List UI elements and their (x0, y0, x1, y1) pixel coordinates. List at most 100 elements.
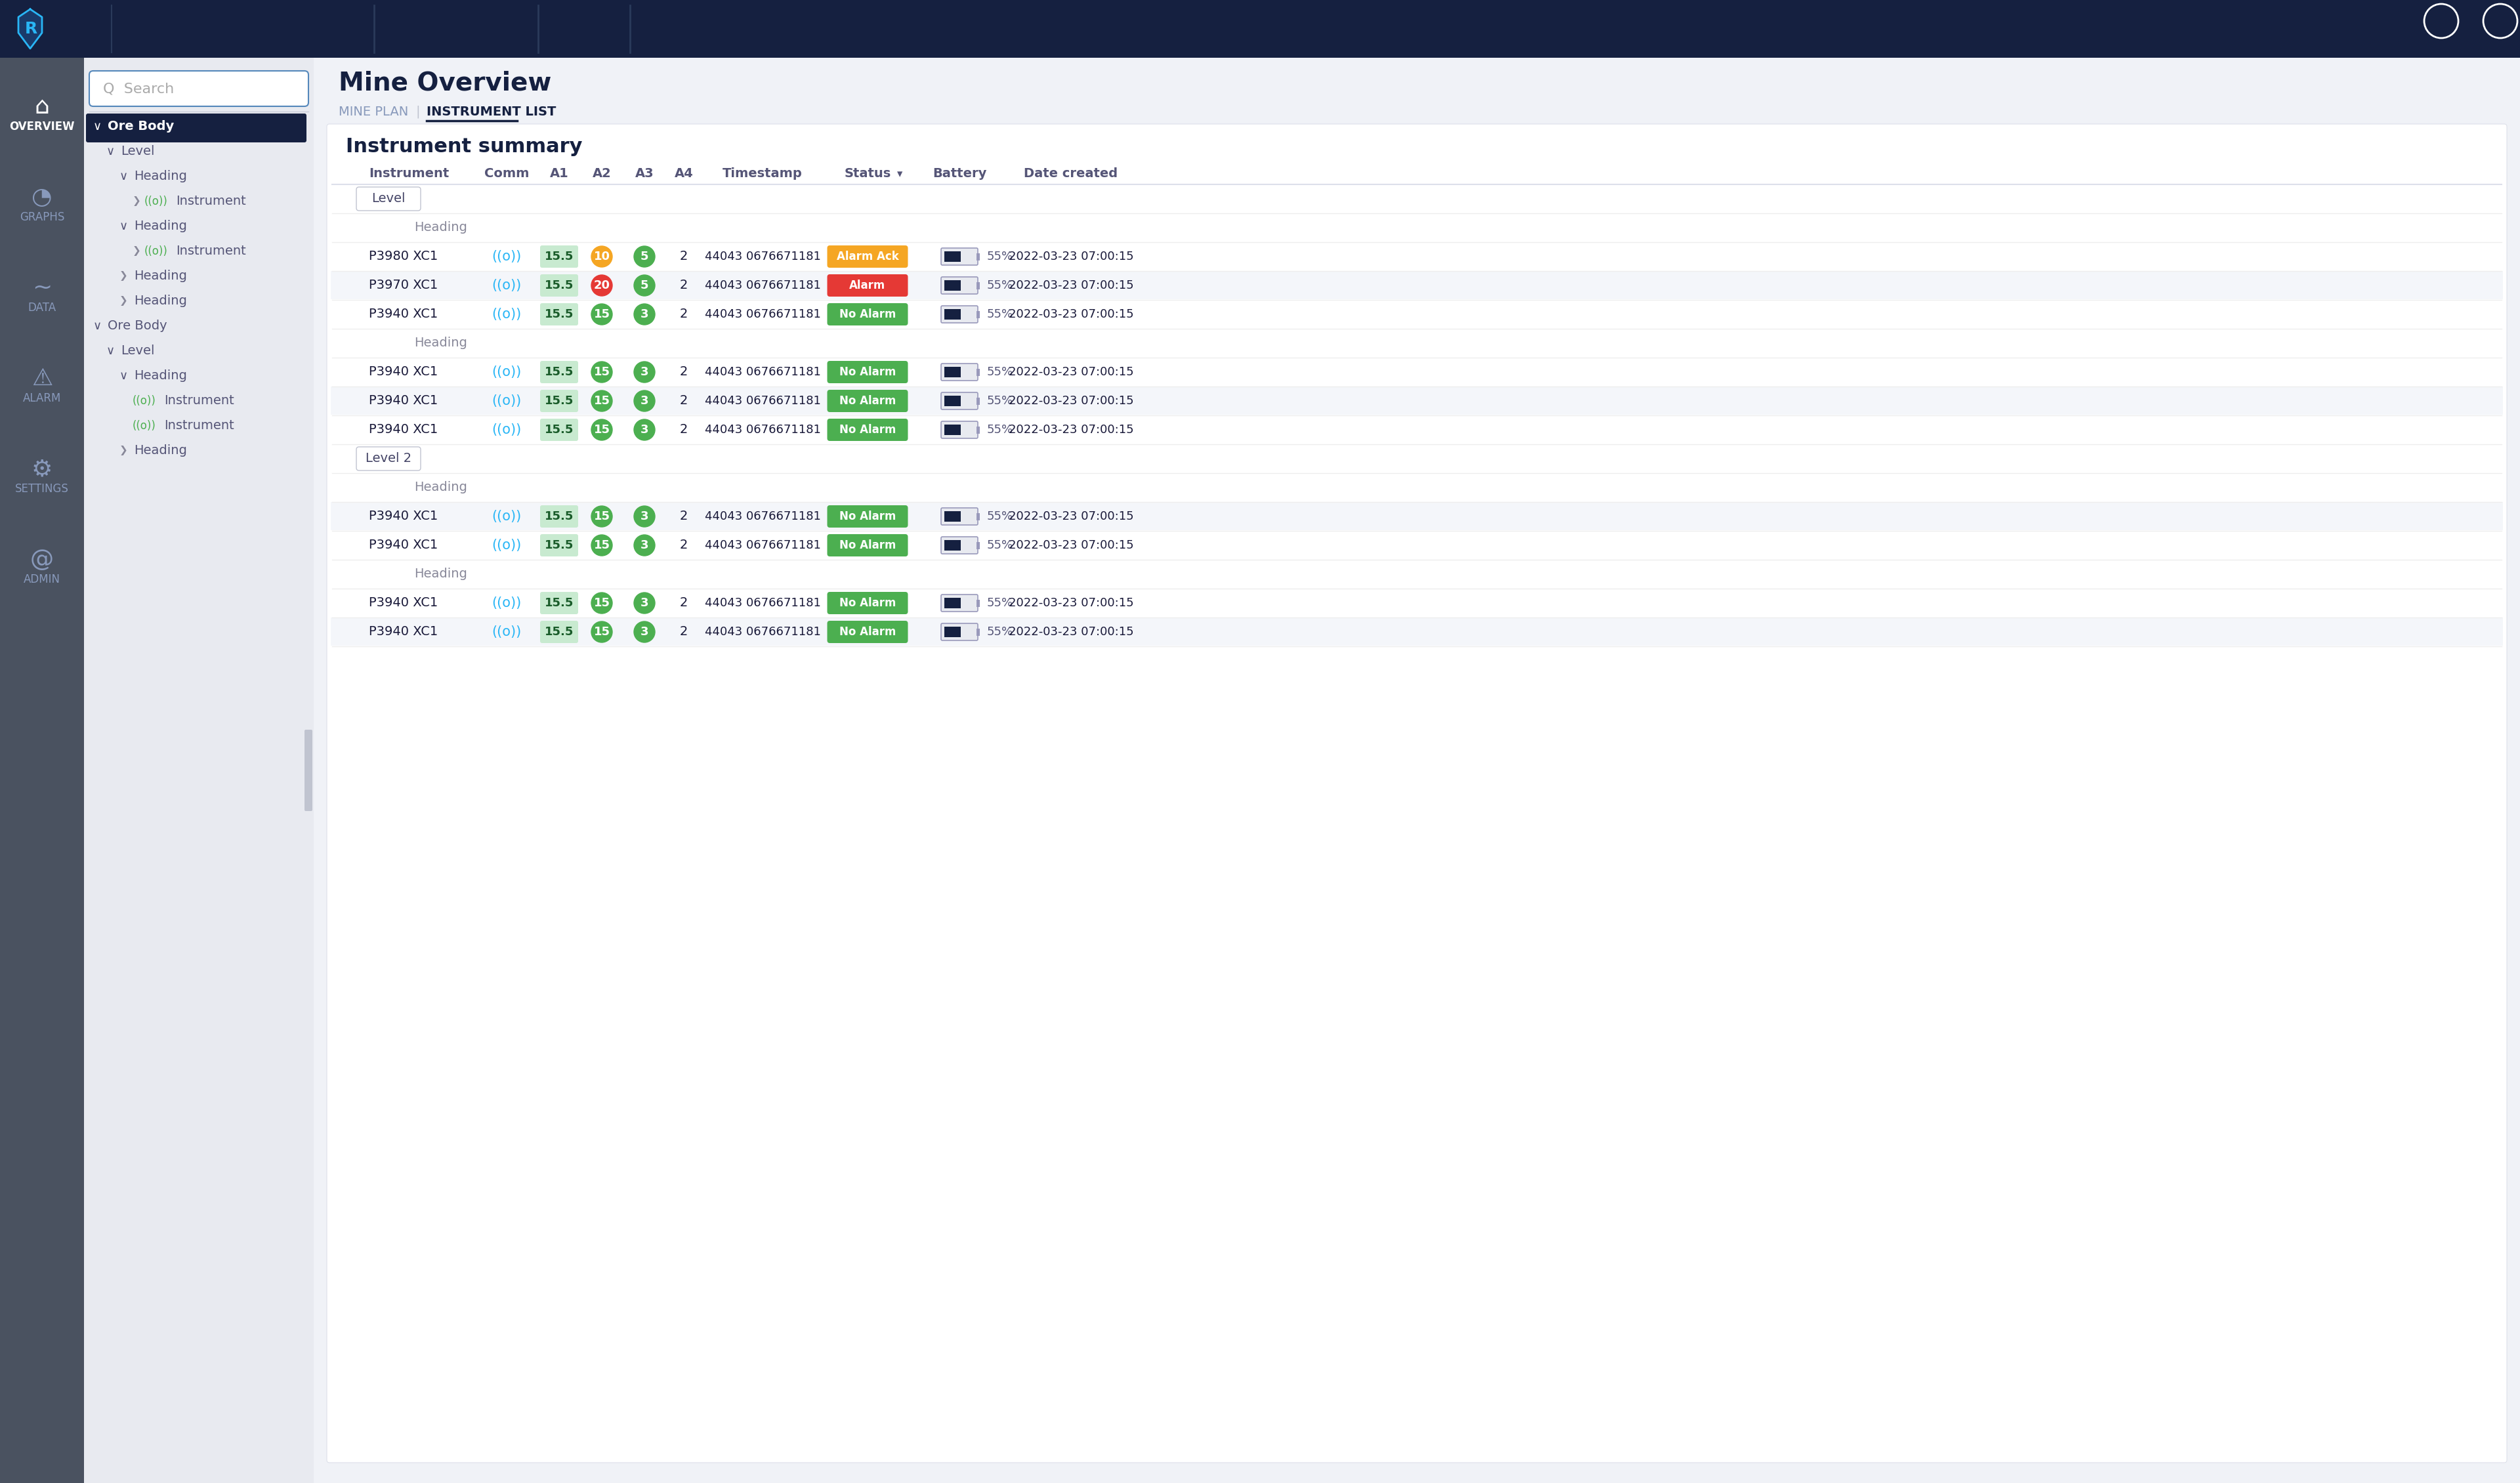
Text: 2: 2 (680, 251, 688, 262)
Text: 3756: 3756 (285, 13, 328, 28)
FancyBboxPatch shape (978, 254, 980, 260)
FancyBboxPatch shape (940, 305, 978, 323)
FancyBboxPatch shape (330, 501, 2502, 531)
Circle shape (635, 535, 655, 556)
Text: Heading: Heading (413, 482, 469, 494)
Text: 2: 2 (680, 626, 688, 638)
Text: Instrument: Instrument (164, 394, 234, 408)
Text: No Alarm: No Alarm (839, 424, 897, 436)
Text: 2: 2 (680, 538, 688, 552)
FancyBboxPatch shape (86, 114, 307, 142)
Text: Heading: Heading (134, 219, 186, 233)
Text: P3940 XC1: P3940 XC1 (368, 510, 438, 522)
Text: ∨: ∨ (118, 371, 129, 383)
Text: ❯: ❯ (118, 297, 129, 305)
Text: Heading: Heading (413, 568, 469, 580)
Text: 15.5: 15.5 (544, 540, 575, 552)
FancyBboxPatch shape (940, 421, 978, 439)
FancyBboxPatch shape (539, 418, 577, 440)
Text: 55%: 55% (988, 308, 1013, 320)
FancyBboxPatch shape (827, 506, 907, 528)
FancyBboxPatch shape (945, 512, 960, 522)
FancyBboxPatch shape (940, 277, 978, 294)
Text: 44043 0676671181: 44043 0676671181 (706, 394, 822, 406)
Text: DATA: DATA (28, 303, 55, 314)
FancyBboxPatch shape (978, 282, 980, 289)
Text: 15.5: 15.5 (544, 598, 575, 610)
Text: X: X (320, 13, 330, 28)
Text: ((o)): ((o)) (144, 196, 169, 208)
Polygon shape (18, 9, 43, 49)
Text: 2022-03-23 07:00:15: 2022-03-23 07:00:15 (1008, 366, 1134, 378)
Text: No Alarm: No Alarm (839, 540, 897, 552)
Text: ⌂: ⌂ (35, 96, 50, 119)
FancyBboxPatch shape (539, 303, 577, 325)
Text: Heading: Heading (134, 270, 186, 282)
FancyBboxPatch shape (355, 446, 421, 470)
Text: No Alarm: No Alarm (839, 308, 897, 320)
Text: 55%: 55% (988, 510, 1013, 522)
FancyBboxPatch shape (0, 58, 83, 1483)
Text: ❯: ❯ (118, 271, 129, 282)
FancyBboxPatch shape (945, 280, 960, 291)
Text: A1: A1 (549, 168, 570, 179)
Text: ((o)): ((o)) (491, 365, 522, 378)
FancyBboxPatch shape (83, 58, 312, 1483)
Text: GRAPHS: GRAPHS (20, 211, 66, 222)
Circle shape (592, 362, 612, 383)
FancyBboxPatch shape (330, 271, 2502, 300)
Text: 2022-03-23 07:00:15: 2022-03-23 07:00:15 (1008, 251, 1134, 262)
Text: 15.5: 15.5 (544, 510, 575, 522)
Text: ADMIN: ADMIN (23, 574, 60, 586)
Text: Status: Status (844, 168, 892, 179)
Text: 23: 23 (333, 13, 355, 28)
Text: 15.5: 15.5 (544, 279, 575, 291)
FancyBboxPatch shape (539, 621, 577, 644)
Circle shape (635, 274, 655, 297)
Text: 15: 15 (595, 510, 610, 522)
Text: P3940 XC1: P3940 XC1 (368, 424, 438, 436)
FancyBboxPatch shape (945, 308, 960, 319)
Text: ∨: ∨ (118, 221, 129, 233)
Text: 15: 15 (595, 424, 610, 436)
Text: 15.5: 15.5 (544, 366, 575, 378)
Text: ((o)): ((o)) (491, 596, 522, 610)
Text: 15: 15 (595, 540, 610, 552)
Text: 2: 2 (680, 596, 688, 610)
Text: 3: 3 (640, 366, 648, 378)
Text: ∨: ∨ (93, 120, 101, 132)
Text: 5: 5 (640, 279, 648, 291)
Circle shape (635, 420, 655, 440)
FancyBboxPatch shape (978, 397, 980, 405)
Text: 55%: 55% (988, 598, 1013, 610)
Text: A4: A4 (675, 168, 693, 179)
Text: 3: 3 (640, 308, 648, 320)
Text: COMMUNICATION: COMMUNICATION (151, 15, 262, 27)
FancyBboxPatch shape (945, 627, 960, 638)
Text: 10: 10 (595, 251, 610, 262)
FancyBboxPatch shape (945, 598, 960, 608)
FancyBboxPatch shape (827, 418, 907, 440)
Text: Instrument: Instrument (176, 196, 247, 208)
Text: Level: Level (121, 145, 154, 157)
Text: 55%: 55% (988, 394, 1013, 406)
Text: 2022-03-23 07:00:15: 2022-03-23 07:00:15 (1008, 540, 1134, 552)
Text: 2022-03-23 07:00:15: 2022-03-23 07:00:15 (1008, 394, 1134, 406)
FancyBboxPatch shape (539, 506, 577, 528)
Text: Comm: Comm (484, 168, 529, 179)
Circle shape (635, 593, 655, 614)
Circle shape (635, 304, 655, 325)
Circle shape (592, 535, 612, 556)
Text: ◔: ◔ (33, 187, 53, 209)
Text: SETTINGS: SETTINGS (15, 483, 68, 495)
Text: A2: A2 (592, 168, 612, 179)
Text: 3: 3 (640, 394, 648, 406)
FancyBboxPatch shape (945, 366, 960, 377)
Text: 3: 3 (640, 540, 648, 552)
Text: 15: 15 (595, 366, 610, 378)
Text: P3940 XC1: P3940 XC1 (368, 308, 438, 320)
Text: 2: 2 (680, 510, 688, 522)
Text: ((o)): ((o)) (491, 251, 522, 262)
Text: 44043 0676671181: 44043 0676671181 (706, 308, 822, 320)
Text: ❯: ❯ (118, 446, 129, 455)
